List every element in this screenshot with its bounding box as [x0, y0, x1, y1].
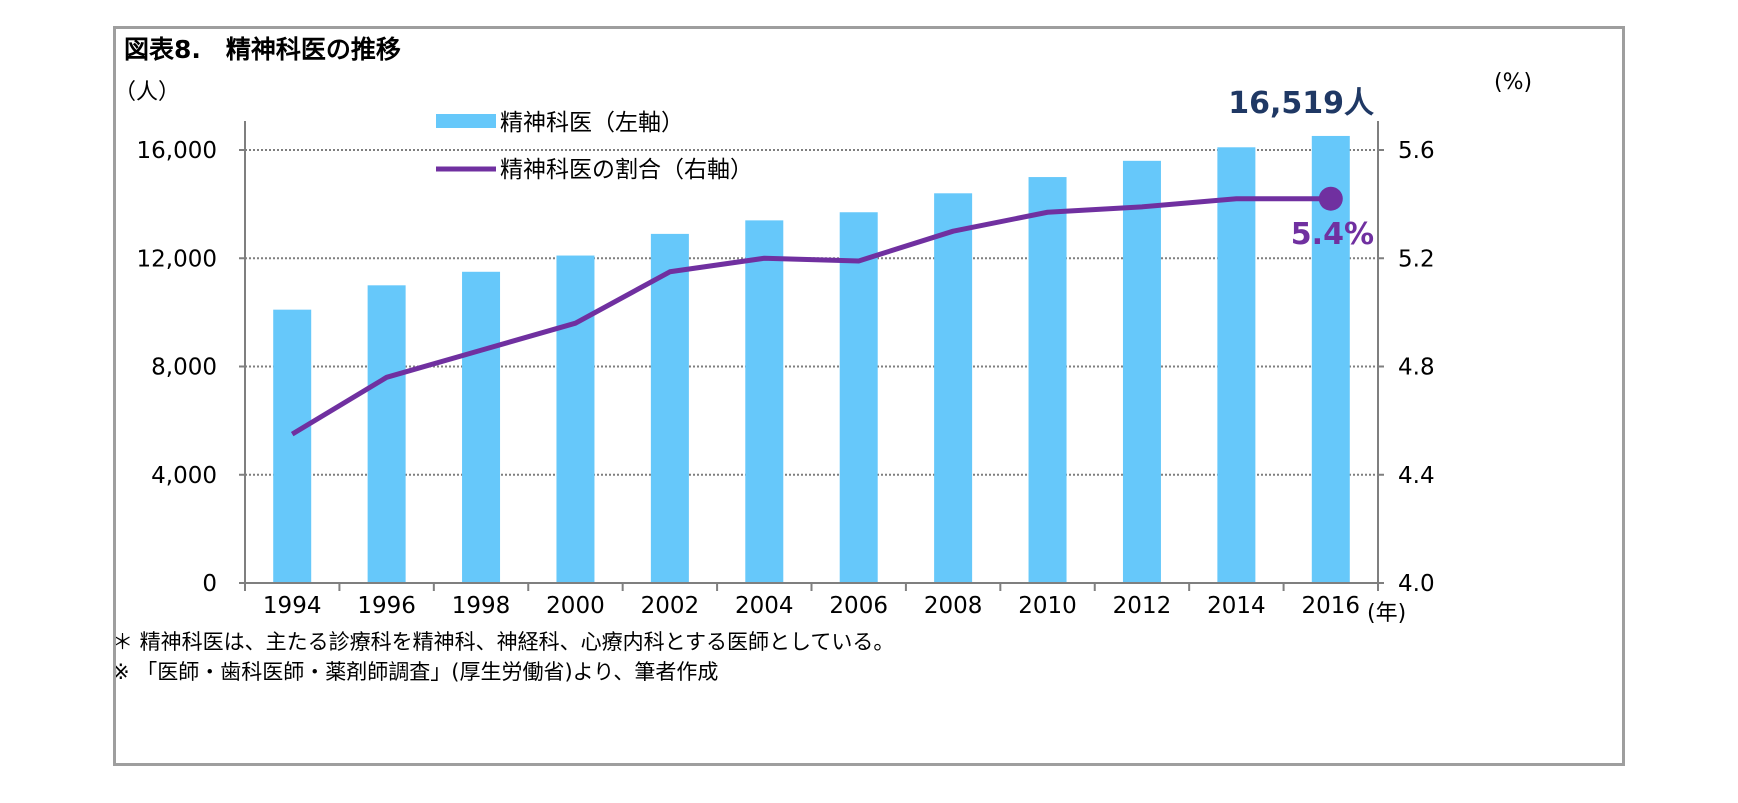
x-tick-label: 2016 [1302, 593, 1361, 619]
bar [367, 285, 406, 583]
chart-frame: 図表8. 精神科医の推移 （人） (%) 0 4,000 8,000 12,000 16… [113, 26, 1625, 766]
bar [273, 309, 312, 583]
right-tick-label: 4.8 [1398, 355, 1435, 381]
last-pct-label: 5.4% [1291, 217, 1374, 252]
x-tick-label: 2006 [829, 593, 888, 619]
x-tick-label: 2000 [546, 593, 605, 619]
bar [556, 255, 595, 583]
x-tick-label: 1994 [263, 593, 322, 619]
x-tick-label: 2008 [924, 593, 983, 619]
bar [1028, 177, 1067, 583]
x-tick-label: 1998 [452, 593, 511, 619]
x-tick-label: 2014 [1207, 593, 1266, 619]
x-tick-label: 2004 [735, 593, 794, 619]
right-tick-label: 4.0 [1398, 571, 1435, 597]
bar [462, 271, 501, 583]
x-axis-unit: (年) [1367, 601, 1406, 626]
gridlines [245, 149, 1378, 476]
legend-bar-label: 精神科医（左軸） [500, 110, 684, 136]
right-tick-label: 5.6 [1398, 138, 1435, 164]
left-tick-label: 0 [202, 571, 217, 597]
line-path [290, 196, 1331, 437]
left-tick-label: 16,000 [137, 138, 217, 164]
x-tick-label: 2010 [1018, 593, 1077, 619]
left-axis-ticks: 0 4,000 8,000 12,000 16,000 [137, 138, 217, 597]
x-tick-label: 1996 [357, 593, 416, 619]
bar [745, 220, 784, 584]
x-tick-label: 2012 [1113, 593, 1172, 619]
bar [934, 193, 973, 584]
left-tick-label: 12,000 [137, 246, 217, 272]
chart-svg: 図表8. 精神科医の推移 （人） (%) 0 4,000 8,000 12,000 16… [116, 35, 1532, 684]
right-tick-label: 4.4 [1398, 463, 1435, 489]
line-end-marker [1318, 186, 1343, 211]
x-tick-label: 2002 [641, 593, 700, 619]
right-axis-unit: (%) [1494, 70, 1532, 95]
footnote-1: ＊ 精神科医は、主たる診療科を精神科、神経科、心療内科とする医師としている。 [116, 630, 894, 654]
last-count-label: 16,519人 [1228, 86, 1374, 121]
axes [239, 121, 1384, 591]
bar [839, 212, 878, 583]
x-axis-ticks: 1994 1996 1998 2000 2002 2004 2006 2008 2010 2012… [263, 593, 1360, 619]
line-series [290, 186, 1343, 437]
bar [1122, 160, 1161, 583]
footnote-2: ※ 「医師・歯科医師・薬剤師調査」(厚生労働省)より、筆者作成 [116, 660, 718, 684]
legend: 精神科医（左軸） 精神科医の割合（右軸） [436, 110, 753, 183]
bar [650, 233, 689, 584]
legend-line-label: 精神科医の割合（右軸） [500, 157, 753, 183]
bar-series [273, 135, 1350, 584]
left-axis-unit: （人） [116, 80, 180, 105]
bar [1217, 147, 1256, 583]
left-tick-label: 8,000 [151, 355, 217, 381]
right-axis-ticks: 4.0 4.4 4.8 5.2 5.6 [1398, 138, 1435, 597]
right-tick-label: 5.2 [1398, 246, 1435, 272]
legend-bar-swatch [436, 114, 496, 128]
left-tick-label: 4,000 [151, 463, 217, 489]
chart-title: 図表8. 精神科医の推移 [124, 35, 401, 64]
